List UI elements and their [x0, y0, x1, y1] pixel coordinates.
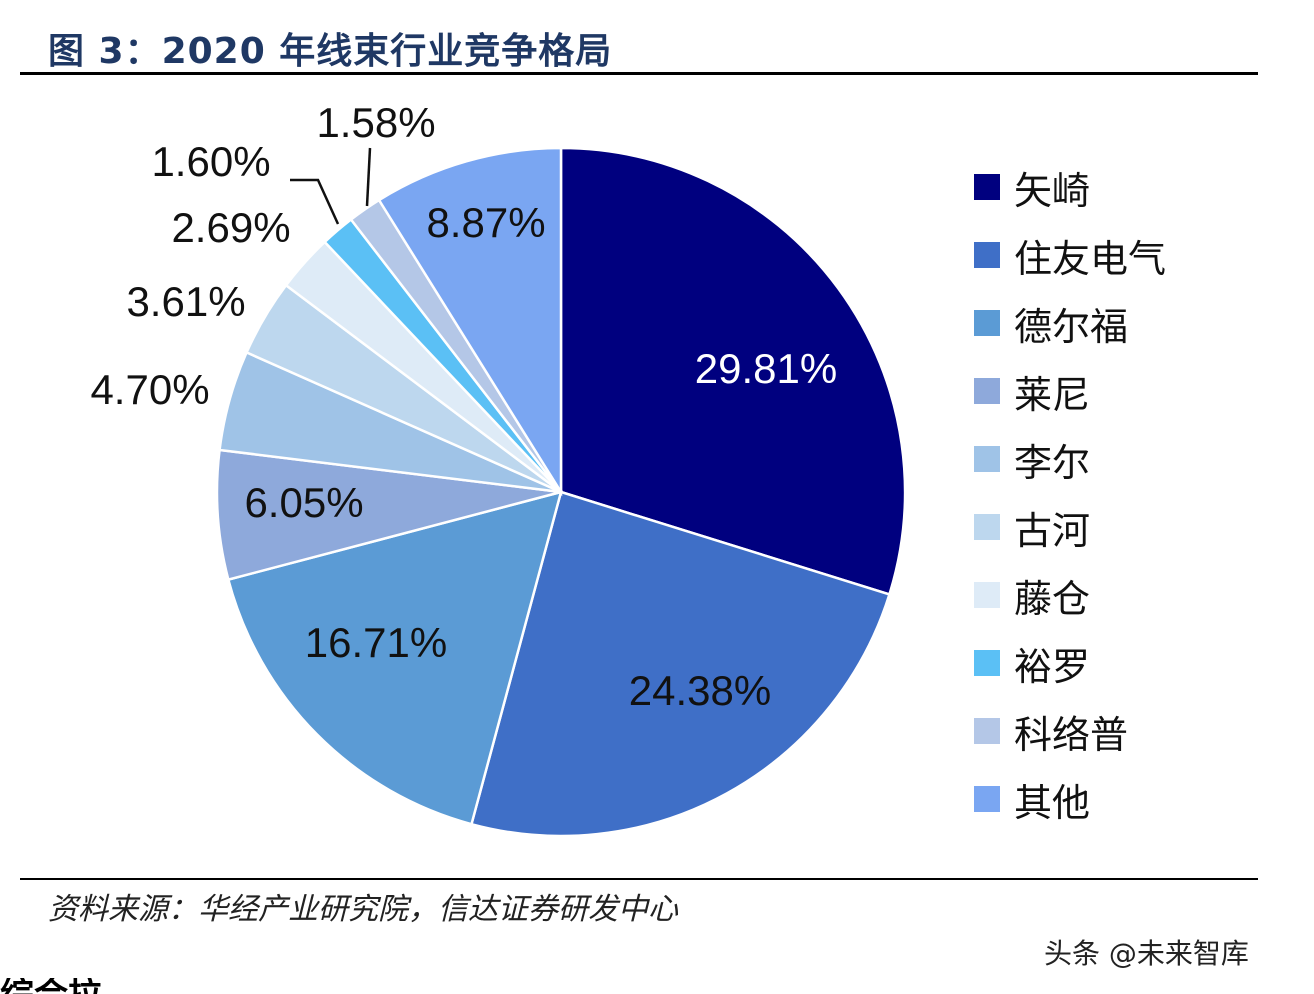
watermark: 头条 @未来智库 [1044, 937, 1249, 970]
pie-slice-2 [469, 490, 891, 838]
legend-label: 矢崎 [1014, 169, 1091, 213]
legend-label: 古河 [1014, 509, 1091, 553]
data-label-8: 1.60% [151, 138, 270, 185]
legend-swatch [974, 378, 1000, 404]
legend-label: 莱尼 [1014, 373, 1091, 417]
chart-title: 图 3：2020 年线束行业竞争格局 [48, 31, 613, 72]
data-label-10: 8.87% [426, 199, 545, 246]
legend-swatch [974, 514, 1000, 540]
pie-slice-3 [226, 490, 563, 826]
legend-swatch [974, 242, 1000, 268]
legend-swatch [974, 718, 1000, 744]
data-label-6: 3.61% [126, 278, 245, 325]
legend-label: 科络普 [1014, 713, 1129, 757]
legend-swatch [974, 310, 1000, 336]
data-label-7: 2.69% [171, 204, 290, 251]
leader-line-8 [290, 178, 340, 225]
cropped-body-text: 综合拉 [0, 978, 1314, 994]
legend-swatch [974, 582, 1000, 608]
leader-line-9 [365, 147, 372, 207]
data-label-3: 16.71% [305, 619, 447, 666]
legend-swatch [974, 174, 1000, 200]
legend-swatch [974, 786, 1000, 812]
legend-label: 其他 [1014, 781, 1091, 825]
data-label-1: 29.81% [695, 345, 837, 392]
legend-swatch [974, 650, 1000, 676]
pie-chart: 29.81% 24.38% 16.71% 6.05% 4.70% 3.61% 2.69% 1.… [90, 99, 907, 838]
legend-label: 藤仓 [1014, 577, 1091, 621]
top-divider [20, 72, 1258, 75]
data-label-5: 4.70% [90, 366, 209, 413]
legend-label: 裕罗 [1014, 645, 1091, 689]
pie-slice-10 [377, 146, 563, 497]
legend-label: 李尔 [1014, 441, 1091, 485]
legend-label: 住友电气 [1014, 237, 1167, 281]
legend-label: 德尔福 [1014, 305, 1129, 349]
bottom-divider [20, 878, 1258, 880]
data-label-2: 24.38% [629, 667, 771, 714]
pie-slice-1 [559, 146, 907, 596]
data-label-4: 6.05% [244, 479, 363, 526]
source-note: 资料来源：华经产业研究院，信达证券研发中心 [48, 892, 678, 927]
data-label-9: 1.58% [316, 99, 435, 146]
legend-swatch [974, 446, 1000, 472]
